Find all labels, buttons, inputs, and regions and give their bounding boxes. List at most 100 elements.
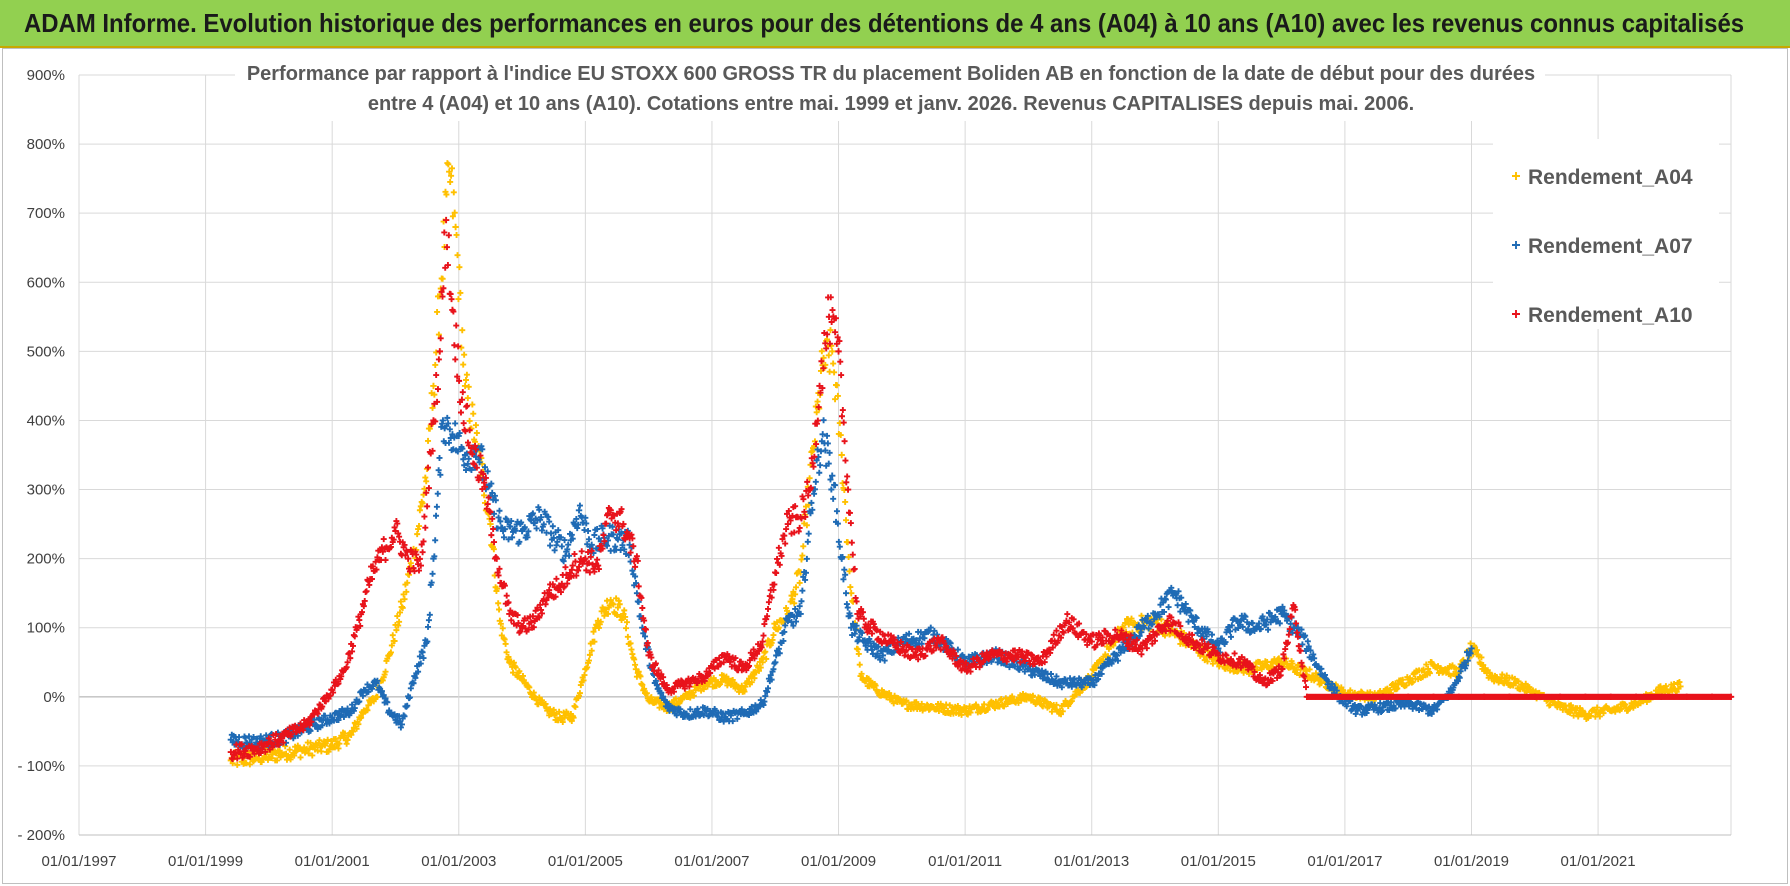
data-point-fill xyxy=(449,213,456,220)
y-tick-label: 300% xyxy=(27,482,65,499)
chart-title-block: Performance par rapport à l'indice EU ST… xyxy=(235,55,1545,121)
x-tick-label: 01/01/2009 xyxy=(801,853,876,870)
data-point-fill xyxy=(419,549,426,556)
data-point-fill xyxy=(845,554,852,561)
x-tick-label: 01/01/2017 xyxy=(1307,853,1382,870)
data-point-fill xyxy=(382,557,389,564)
data-point-fill xyxy=(423,478,430,485)
data-point-fill xyxy=(572,703,579,710)
data-point-fill xyxy=(760,632,767,639)
data-point xyxy=(835,348,842,355)
data-point-fill xyxy=(833,508,840,515)
data-point-fill xyxy=(855,650,862,657)
performance-scatter-chart: 900%800%700%600%500%400%300%200%100%0%- … xyxy=(17,55,1735,870)
data-point xyxy=(487,520,494,528)
data-point-fill xyxy=(451,209,458,216)
data-point-fill xyxy=(382,668,389,675)
data-point-fill xyxy=(822,361,829,368)
data-point xyxy=(452,223,459,231)
data-point-fill xyxy=(1128,615,1135,622)
data-point-fill xyxy=(433,512,440,519)
data-point-fill xyxy=(773,570,780,577)
data-point-fill xyxy=(1318,680,1325,687)
data-point-fill xyxy=(425,617,432,624)
data-point-fill xyxy=(243,760,250,767)
data-point-fill xyxy=(401,596,408,603)
data-point-fill xyxy=(829,307,836,314)
y-tick-label: 500% xyxy=(27,343,65,360)
data-point-fill xyxy=(844,604,851,611)
data-point-fill xyxy=(1059,708,1066,715)
data-point-fill xyxy=(1048,671,1055,678)
x-tick-label: 01/01/2013 xyxy=(1054,853,1129,870)
data-point-fill xyxy=(516,668,523,675)
data-point-fill xyxy=(562,564,569,571)
data-point-fill xyxy=(353,725,360,732)
data-point-fill xyxy=(623,619,630,626)
data-point-fill xyxy=(591,531,598,538)
data-point-fill xyxy=(488,532,495,539)
data-point-fill xyxy=(763,655,770,662)
data-point-fill xyxy=(827,327,834,334)
data-point-fill xyxy=(387,649,394,656)
data-point-fill xyxy=(963,705,970,712)
data-point-fill xyxy=(1204,658,1211,665)
data-point-fill xyxy=(576,690,583,697)
data-point-fill xyxy=(364,707,371,714)
legend-label-Rendement_A10: Rendement_A10 xyxy=(1528,304,1693,327)
data-point-fill xyxy=(796,579,803,586)
data-point-fill xyxy=(841,438,848,445)
data-point-fill xyxy=(748,679,755,686)
data-point-fill xyxy=(597,618,604,625)
data-point-fill xyxy=(421,513,428,520)
data-point-fill xyxy=(455,296,462,303)
x-tick-label: 01/01/2011 xyxy=(928,853,1002,870)
data-point-fill xyxy=(834,392,841,399)
data-point-fill xyxy=(425,437,432,444)
data-point-fill xyxy=(397,598,404,605)
data-point xyxy=(847,589,855,597)
data-point-fill xyxy=(590,628,597,635)
data-point-fill xyxy=(452,420,459,427)
data-point-fill xyxy=(757,664,764,671)
data-point-fill xyxy=(550,706,557,713)
data-point-fill xyxy=(318,748,325,755)
series-Rendement_A04 xyxy=(227,160,1684,768)
data-point-fill xyxy=(601,612,608,619)
data-point-fill xyxy=(585,527,592,534)
data-point-fill xyxy=(886,690,893,697)
data-point-fill xyxy=(847,584,854,591)
data-point-fill xyxy=(460,420,467,427)
data-point-fill xyxy=(903,697,910,704)
data-point-fill xyxy=(431,391,438,398)
x-tick-label: 01/01/2001 xyxy=(295,853,370,870)
data-point-fill xyxy=(505,654,512,660)
data-point-fill xyxy=(775,624,782,631)
data-point-fill xyxy=(393,627,400,634)
data-point-fill xyxy=(309,752,316,759)
data-point-fill xyxy=(464,395,471,402)
data-point-fill xyxy=(396,609,403,616)
data-point-fill xyxy=(841,566,848,573)
data-point-fill xyxy=(366,581,373,588)
data-point-fill xyxy=(558,543,565,550)
data-point-fill xyxy=(832,396,839,403)
data-point-fill xyxy=(838,413,845,420)
data-point-fill xyxy=(415,523,422,530)
data-point-fill xyxy=(622,613,629,620)
data-point-fill xyxy=(286,746,293,753)
data-point-fill xyxy=(429,404,436,411)
data-point-fill xyxy=(576,502,583,509)
data-point-fill xyxy=(1249,620,1256,627)
y-tick-label: - 200% xyxy=(17,827,65,844)
data-point-fill xyxy=(324,736,331,743)
data-point-fill xyxy=(374,694,381,701)
data-point-fill xyxy=(297,754,304,761)
data-point-fill xyxy=(503,649,510,656)
data-point-fill xyxy=(547,542,554,549)
y-tick-label: 100% xyxy=(27,620,65,637)
data-point-fill xyxy=(616,601,623,608)
data-point-fill xyxy=(526,684,533,691)
x-tick-label: 01/01/2019 xyxy=(1434,853,1509,870)
data-point-fill xyxy=(452,356,459,363)
